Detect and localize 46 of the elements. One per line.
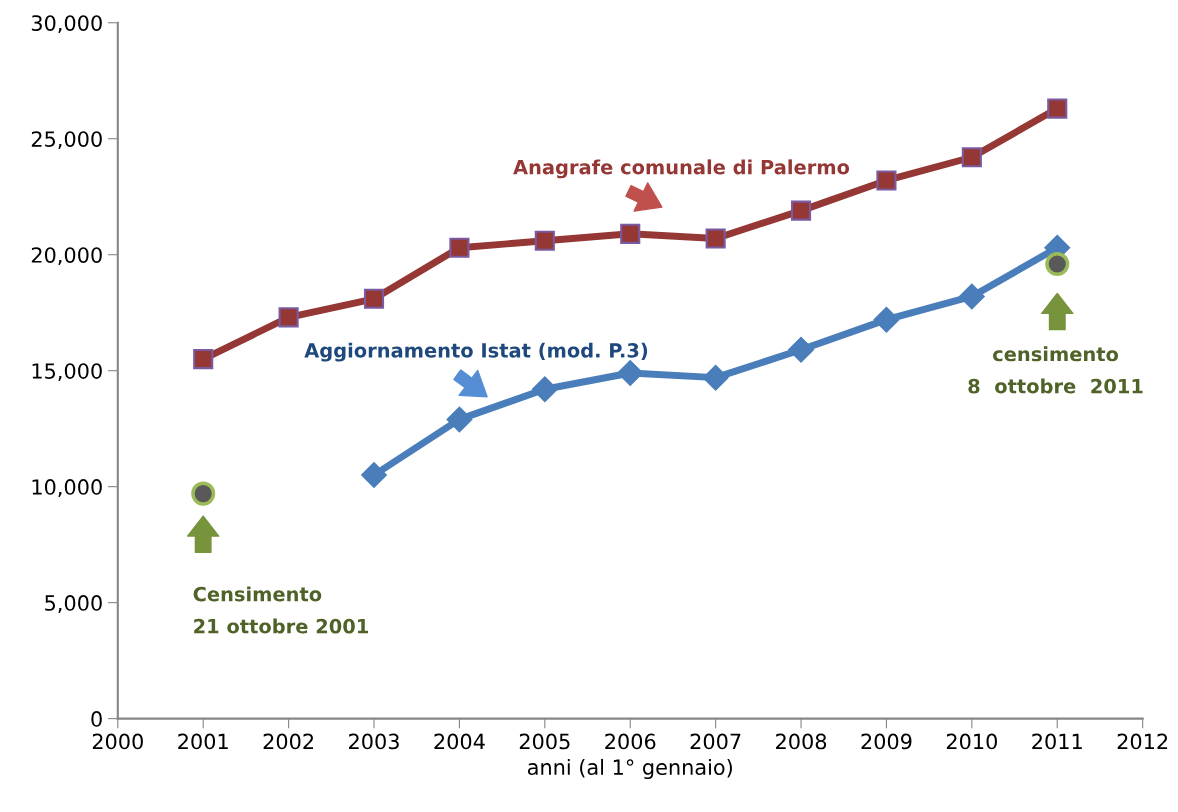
point (193, 349, 214, 370)
y-tick-label: 25,000 (31, 131, 102, 150)
point (278, 307, 299, 328)
annotation: Censimento 21 ottobre 2001 (193, 586, 368, 634)
x-tick-label: 2006 (605, 733, 656, 750)
point (959, 283, 985, 310)
x-tick-label: 2004 (434, 733, 485, 750)
y-tick-label: 15,000 (32, 363, 102, 382)
y-tick-label: 5,000 (45, 595, 102, 613)
series-label: Anagrafe comunale di Palermo (513, 159, 850, 179)
point (705, 228, 726, 249)
point (961, 147, 982, 168)
y-tick-label: 0 (91, 711, 102, 727)
point (1045, 251, 1070, 277)
point (702, 364, 729, 391)
point (876, 170, 897, 191)
point (446, 406, 473, 433)
x-axis-title: anni (al 1° gennaio) (527, 758, 732, 780)
point (620, 223, 641, 244)
point (788, 336, 814, 363)
point (361, 462, 387, 488)
annotation: censimento 8 ottobre 2011 (968, 346, 1143, 394)
point (1047, 98, 1068, 119)
y-tick-label: 20,000 (31, 247, 102, 266)
x-tick-label: 2000 (92, 733, 143, 750)
x-tick-label: 2001 (178, 733, 228, 750)
y-tick-label: 30,000 (31, 15, 102, 34)
point (532, 376, 558, 403)
x-tick-label: 2002 (263, 733, 314, 750)
x-tick-label: 2009 (861, 733, 912, 750)
x-tick-label: 2011 (1032, 733, 1082, 750)
point (191, 481, 216, 506)
y-tick-label: 10,000 (32, 479, 102, 497)
point (790, 200, 812, 221)
point (534, 230, 555, 251)
x-tick-label: 2012 (1117, 733, 1168, 750)
x-tick-label: 2008 (776, 733, 827, 750)
x-tick-label: 2005 (519, 733, 570, 750)
x-tick-label: 2007 (690, 733, 741, 750)
point (873, 306, 900, 333)
point (449, 237, 470, 258)
point (617, 360, 644, 386)
x-tick-label: 2003 (349, 733, 399, 750)
point (363, 288, 385, 309)
x-tick-label: 2010 (946, 733, 997, 750)
series-label: Aggiornamento Istat (mod. P.3) (304, 342, 648, 362)
